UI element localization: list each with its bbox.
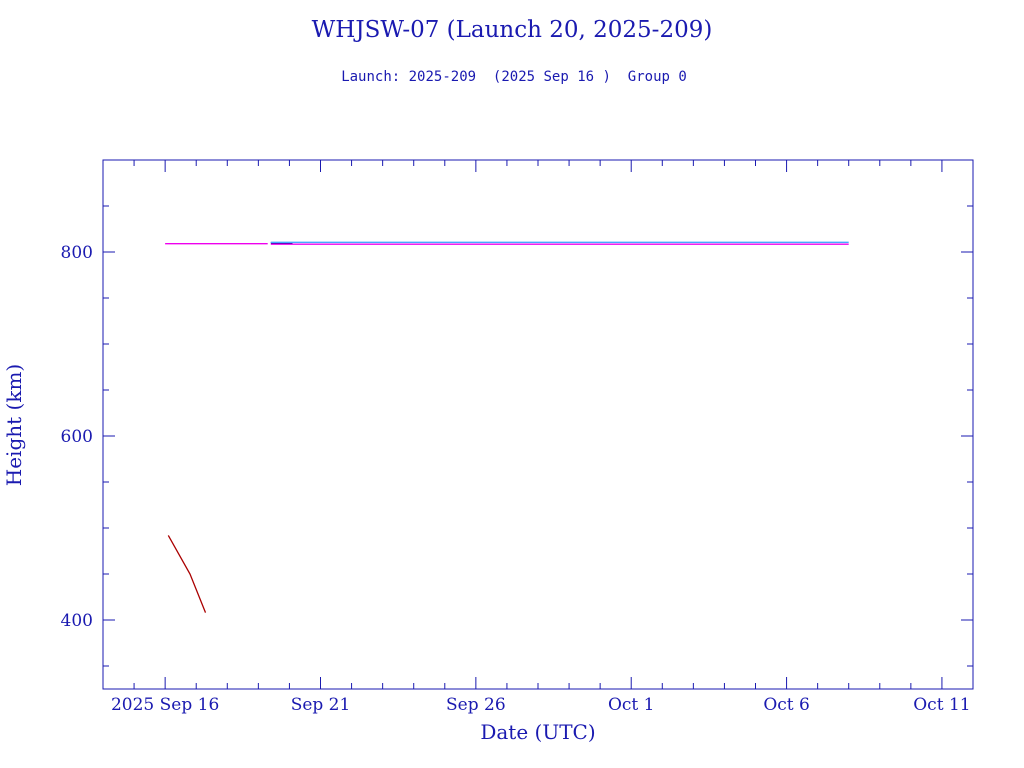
x-tick-label: Oct 11 <box>913 695 970 715</box>
x-tick-label: Sep 21 <box>291 695 351 715</box>
axis-ticks <box>102 159 974 689</box>
x-tick-label: Sep 26 <box>446 695 506 715</box>
y-tick-label: 600 <box>61 427 93 447</box>
x-tick-label: 2025 Sep 16 <box>111 695 219 715</box>
chart-subtitle: Launch: 2025-209 (2025 Sep 16 ) Group 0 <box>341 69 687 85</box>
x-tick-label: Oct 1 <box>608 695 655 715</box>
series-line-5 <box>167 535 207 613</box>
y-axis-label: Height (km) <box>2 364 26 486</box>
plot-frame <box>102 159 974 690</box>
series-lines <box>165 241 849 613</box>
tick-labels: 2025 Sep 16 Sep 21 Sep 26 Oct 1 Oct 6 Oct 11 4… <box>61 243 971 715</box>
y-tick-label: 400 <box>61 611 93 631</box>
x-axis-label: Date (UTC) <box>480 720 595 744</box>
y-tick-label: 800 <box>61 243 93 263</box>
chart-title: WHJSW-07 (Launch 20, 2025-209) <box>312 17 713 43</box>
x-tick-label: Oct 6 <box>763 695 810 715</box>
